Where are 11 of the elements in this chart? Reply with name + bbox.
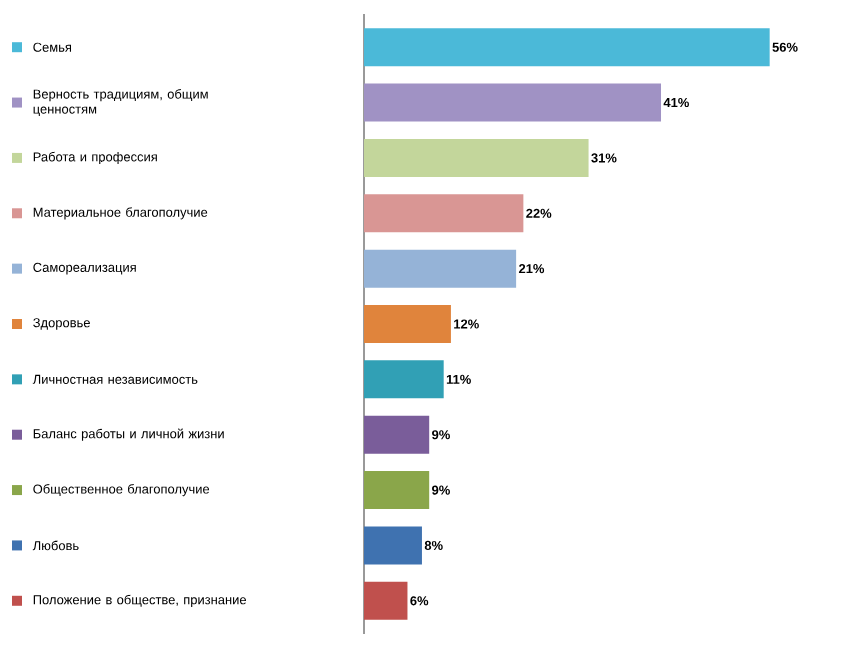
bar xyxy=(364,526,422,565)
bar xyxy=(364,471,430,510)
bar xyxy=(364,415,430,454)
bar xyxy=(364,138,589,177)
bar xyxy=(364,249,517,288)
bar xyxy=(364,83,662,122)
bar xyxy=(364,194,524,233)
bar xyxy=(364,305,451,343)
bar xyxy=(364,28,770,67)
bar xyxy=(364,360,444,399)
bar xyxy=(364,581,408,620)
